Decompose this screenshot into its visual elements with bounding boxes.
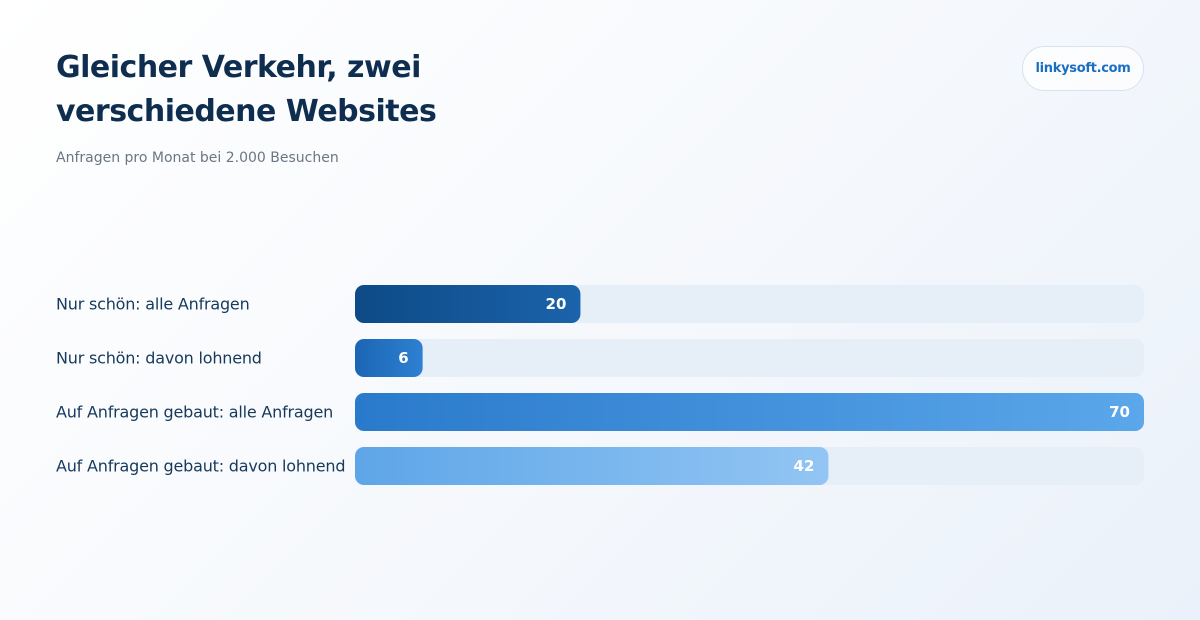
bar-track — [355, 339, 1144, 377]
bar[interactable] — [355, 285, 581, 323]
chart-subtitle: Anfragen pro Monat bei 2.000 Besuchen — [56, 150, 339, 166]
bar-category-label: Auf Anfragen gebaut: alle Anfragen — [56, 403, 333, 422]
bar-category-label: Nur schön: davon lohnend — [56, 349, 262, 368]
bar-value-label: 6 — [398, 349, 408, 367]
bar[interactable] — [355, 339, 423, 377]
bar-value-label: 42 — [794, 457, 815, 475]
bar-value-label: 70 — [1109, 403, 1130, 421]
chart-title: Gleicher Verkehr, zwei verschiedene Webs… — [56, 50, 437, 129]
bar[interactable] — [355, 447, 829, 485]
bar-value-label: 20 — [546, 295, 567, 313]
bar-category-label: Auf Anfragen gebaut: davon lohnend — [56, 457, 345, 476]
brand-badge[interactable]: linkysoft.com — [1022, 46, 1144, 91]
bar-category-label: Nur schön: alle Anfragen — [56, 295, 250, 314]
bar[interactable] — [355, 393, 1144, 431]
